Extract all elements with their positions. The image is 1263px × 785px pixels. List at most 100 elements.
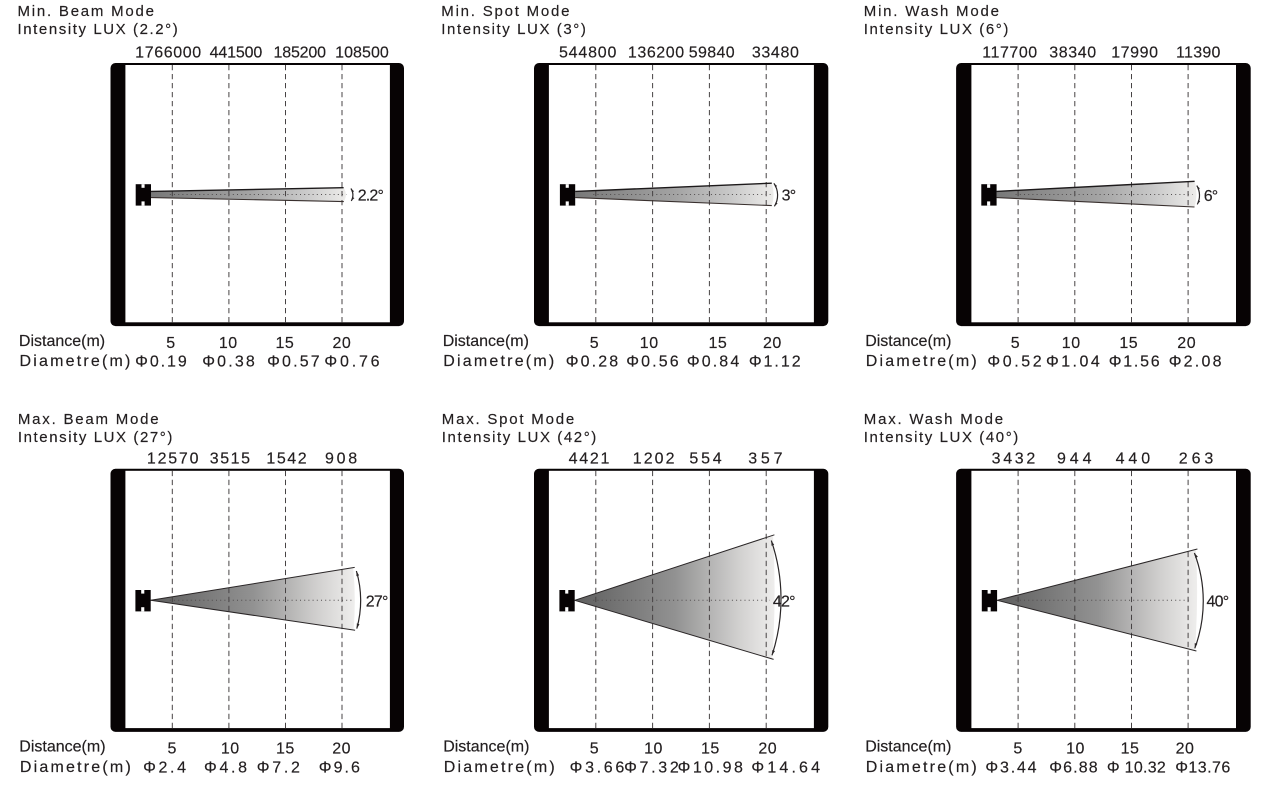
svg-text:Φ0.28: Φ0.28	[566, 354, 621, 371]
svg-text:10: 10	[1066, 741, 1085, 758]
svg-text:263: 263	[1179, 450, 1217, 467]
svg-text:Φ10.98: Φ10.98	[678, 760, 746, 777]
svg-text:357: 357	[748, 450, 786, 467]
svg-text:15: 15	[701, 741, 720, 758]
svg-text:4421: 4421	[569, 450, 612, 467]
svg-text:10: 10	[219, 335, 238, 352]
svg-text:Φ9.6: Φ9.6	[319, 760, 362, 777]
svg-text:59840: 59840	[689, 45, 735, 62]
svg-text:15: 15	[1119, 335, 1138, 352]
svg-text:Diametre(m): Diametre(m)	[866, 759, 979, 776]
svg-text:Diametre(m): Diametre(m)	[20, 759, 133, 776]
svg-text:12570: 12570	[147, 450, 200, 467]
svg-text:117700: 117700	[982, 45, 1037, 62]
svg-text:20: 20	[1177, 335, 1196, 352]
svg-text:3°: 3°	[782, 188, 796, 205]
svg-text:Φ1.56: Φ1.56	[1109, 354, 1162, 371]
svg-text:20: 20	[758, 741, 777, 758]
svg-text:15: 15	[709, 335, 728, 352]
svg-text:440: 440	[1116, 450, 1154, 467]
svg-text:Φ1.12: Φ1.12	[749, 354, 803, 371]
svg-text:Intensity LUX (42°): Intensity LUX (42°)	[442, 429, 598, 446]
svg-text:Max. Wash Mode: Max. Wash Mode	[864, 411, 1005, 428]
svg-text:544800: 544800	[559, 45, 617, 62]
svg-text:33480: 33480	[752, 45, 800, 62]
svg-text:944: 944	[1057, 450, 1095, 467]
svg-text:908: 908	[325, 450, 360, 467]
svg-text:17990: 17990	[1111, 45, 1158, 62]
svg-text:Diametre(m): Diametre(m)	[866, 353, 979, 370]
svg-text:Distance(m): Distance(m)	[19, 333, 105, 350]
svg-text:5: 5	[590, 741, 599, 758]
svg-text:20: 20	[333, 335, 352, 352]
svg-text:10: 10	[640, 335, 659, 352]
svg-text:1202: 1202	[633, 450, 677, 467]
svg-text:Intensity LUX (27°): Intensity LUX (27°)	[18, 429, 174, 446]
svg-text:20: 20	[332, 741, 351, 758]
svg-text:3515: 3515	[210, 450, 252, 467]
svg-text:5: 5	[590, 335, 599, 352]
svg-text:Φ0.56: Φ0.56	[626, 354, 680, 371]
svg-text:Φ7.32: Φ7.32	[624, 760, 681, 777]
svg-text:Distance(m): Distance(m)	[443, 333, 529, 350]
svg-text:Min. Spot Mode: Min. Spot Mode	[441, 3, 571, 20]
svg-text:Φ2.08: Φ2.08	[1169, 354, 1224, 371]
svg-text:15: 15	[276, 335, 295, 352]
svg-text:Φ0.38: Φ0.38	[202, 354, 257, 371]
svg-text:Intensity LUX (3°): Intensity LUX (3°)	[441, 21, 587, 38]
svg-text:10: 10	[1062, 335, 1081, 352]
svg-text:5: 5	[1013, 741, 1022, 758]
svg-text:Φ0.84: Φ0.84	[687, 354, 742, 371]
svg-text:Φ0.19: Φ0.19	[135, 354, 189, 371]
svg-text:Φ14.64: Φ14.64	[751, 760, 823, 777]
svg-text:20: 20	[763, 335, 782, 352]
svg-text:42°: 42°	[773, 593, 795, 610]
svg-text:Φ1.04: Φ1.04	[1046, 354, 1102, 371]
svg-text:15: 15	[1121, 741, 1140, 758]
svg-text:10: 10	[221, 741, 240, 758]
svg-text:Intensity LUX (40°): Intensity LUX (40°)	[864, 429, 1020, 446]
svg-text:Max. Spot Mode: Max. Spot Mode	[442, 411, 576, 428]
svg-text:Φ0.76: Φ0.76	[324, 354, 382, 371]
svg-text:Intensity LUX (2.2°): Intensity LUX (2.2°)	[18, 21, 180, 38]
svg-text:Distance(m): Distance(m)	[19, 739, 105, 756]
svg-text:6°: 6°	[1204, 188, 1218, 205]
svg-text:15: 15	[276, 741, 295, 758]
svg-text:27°: 27°	[366, 594, 388, 611]
svg-text:1542: 1542	[266, 450, 308, 467]
svg-text:Intensity LUX (6°): Intensity LUX (6°)	[864, 21, 1010, 38]
svg-text:5: 5	[167, 741, 176, 758]
svg-text:Φ3.44: Φ3.44	[985, 760, 1038, 777]
svg-text:1766000: 1766000	[135, 45, 202, 62]
svg-text:11390: 11390	[1176, 45, 1221, 62]
svg-text:3432: 3432	[992, 450, 1038, 467]
svg-text:5: 5	[166, 335, 175, 352]
svg-text:Max. Beam Mode: Max. Beam Mode	[18, 411, 160, 428]
svg-text:10: 10	[644, 741, 663, 758]
svg-text:5: 5	[1011, 335, 1020, 352]
svg-text:136200: 136200	[628, 45, 685, 62]
svg-text:185200: 185200	[273, 45, 326, 62]
svg-text:20: 20	[1176, 741, 1195, 758]
svg-text:38340: 38340	[1049, 45, 1096, 62]
svg-text:108500: 108500	[335, 45, 389, 62]
svg-text:Φ2.4: Φ2.4	[143, 760, 189, 777]
svg-text:Diametre(m): Diametre(m)	[444, 759, 557, 776]
svg-text:Φ7.2: Φ7.2	[257, 760, 303, 777]
svg-text:Φ3.66: Φ3.66	[570, 760, 627, 777]
svg-text:Diametre(m): Diametre(m)	[443, 353, 556, 370]
svg-text:Φ0.57: Φ0.57	[267, 354, 322, 371]
svg-text:Φ 10.32: Φ 10.32	[1107, 760, 1166, 777]
svg-text:Distance(m): Distance(m)	[443, 739, 529, 756]
svg-text:Min. Wash Mode: Min. Wash Mode	[864, 3, 1001, 20]
svg-text:Φ13.76: Φ13.76	[1175, 760, 1231, 777]
svg-text:554: 554	[689, 450, 724, 467]
svg-text:40°: 40°	[1207, 593, 1229, 610]
svg-text:Diametre(m): Diametre(m)	[20, 353, 133, 370]
svg-text:Φ4.8: Φ4.8	[204, 760, 250, 777]
svg-text:Φ6.88: Φ6.88	[1049, 760, 1099, 777]
svg-text:Φ0.52: Φ0.52	[987, 354, 1044, 371]
svg-text:Distance(m): Distance(m)	[865, 333, 951, 350]
svg-text:2.2°: 2.2°	[358, 188, 384, 205]
svg-text:Min. Beam Mode: Min. Beam Mode	[18, 3, 156, 20]
